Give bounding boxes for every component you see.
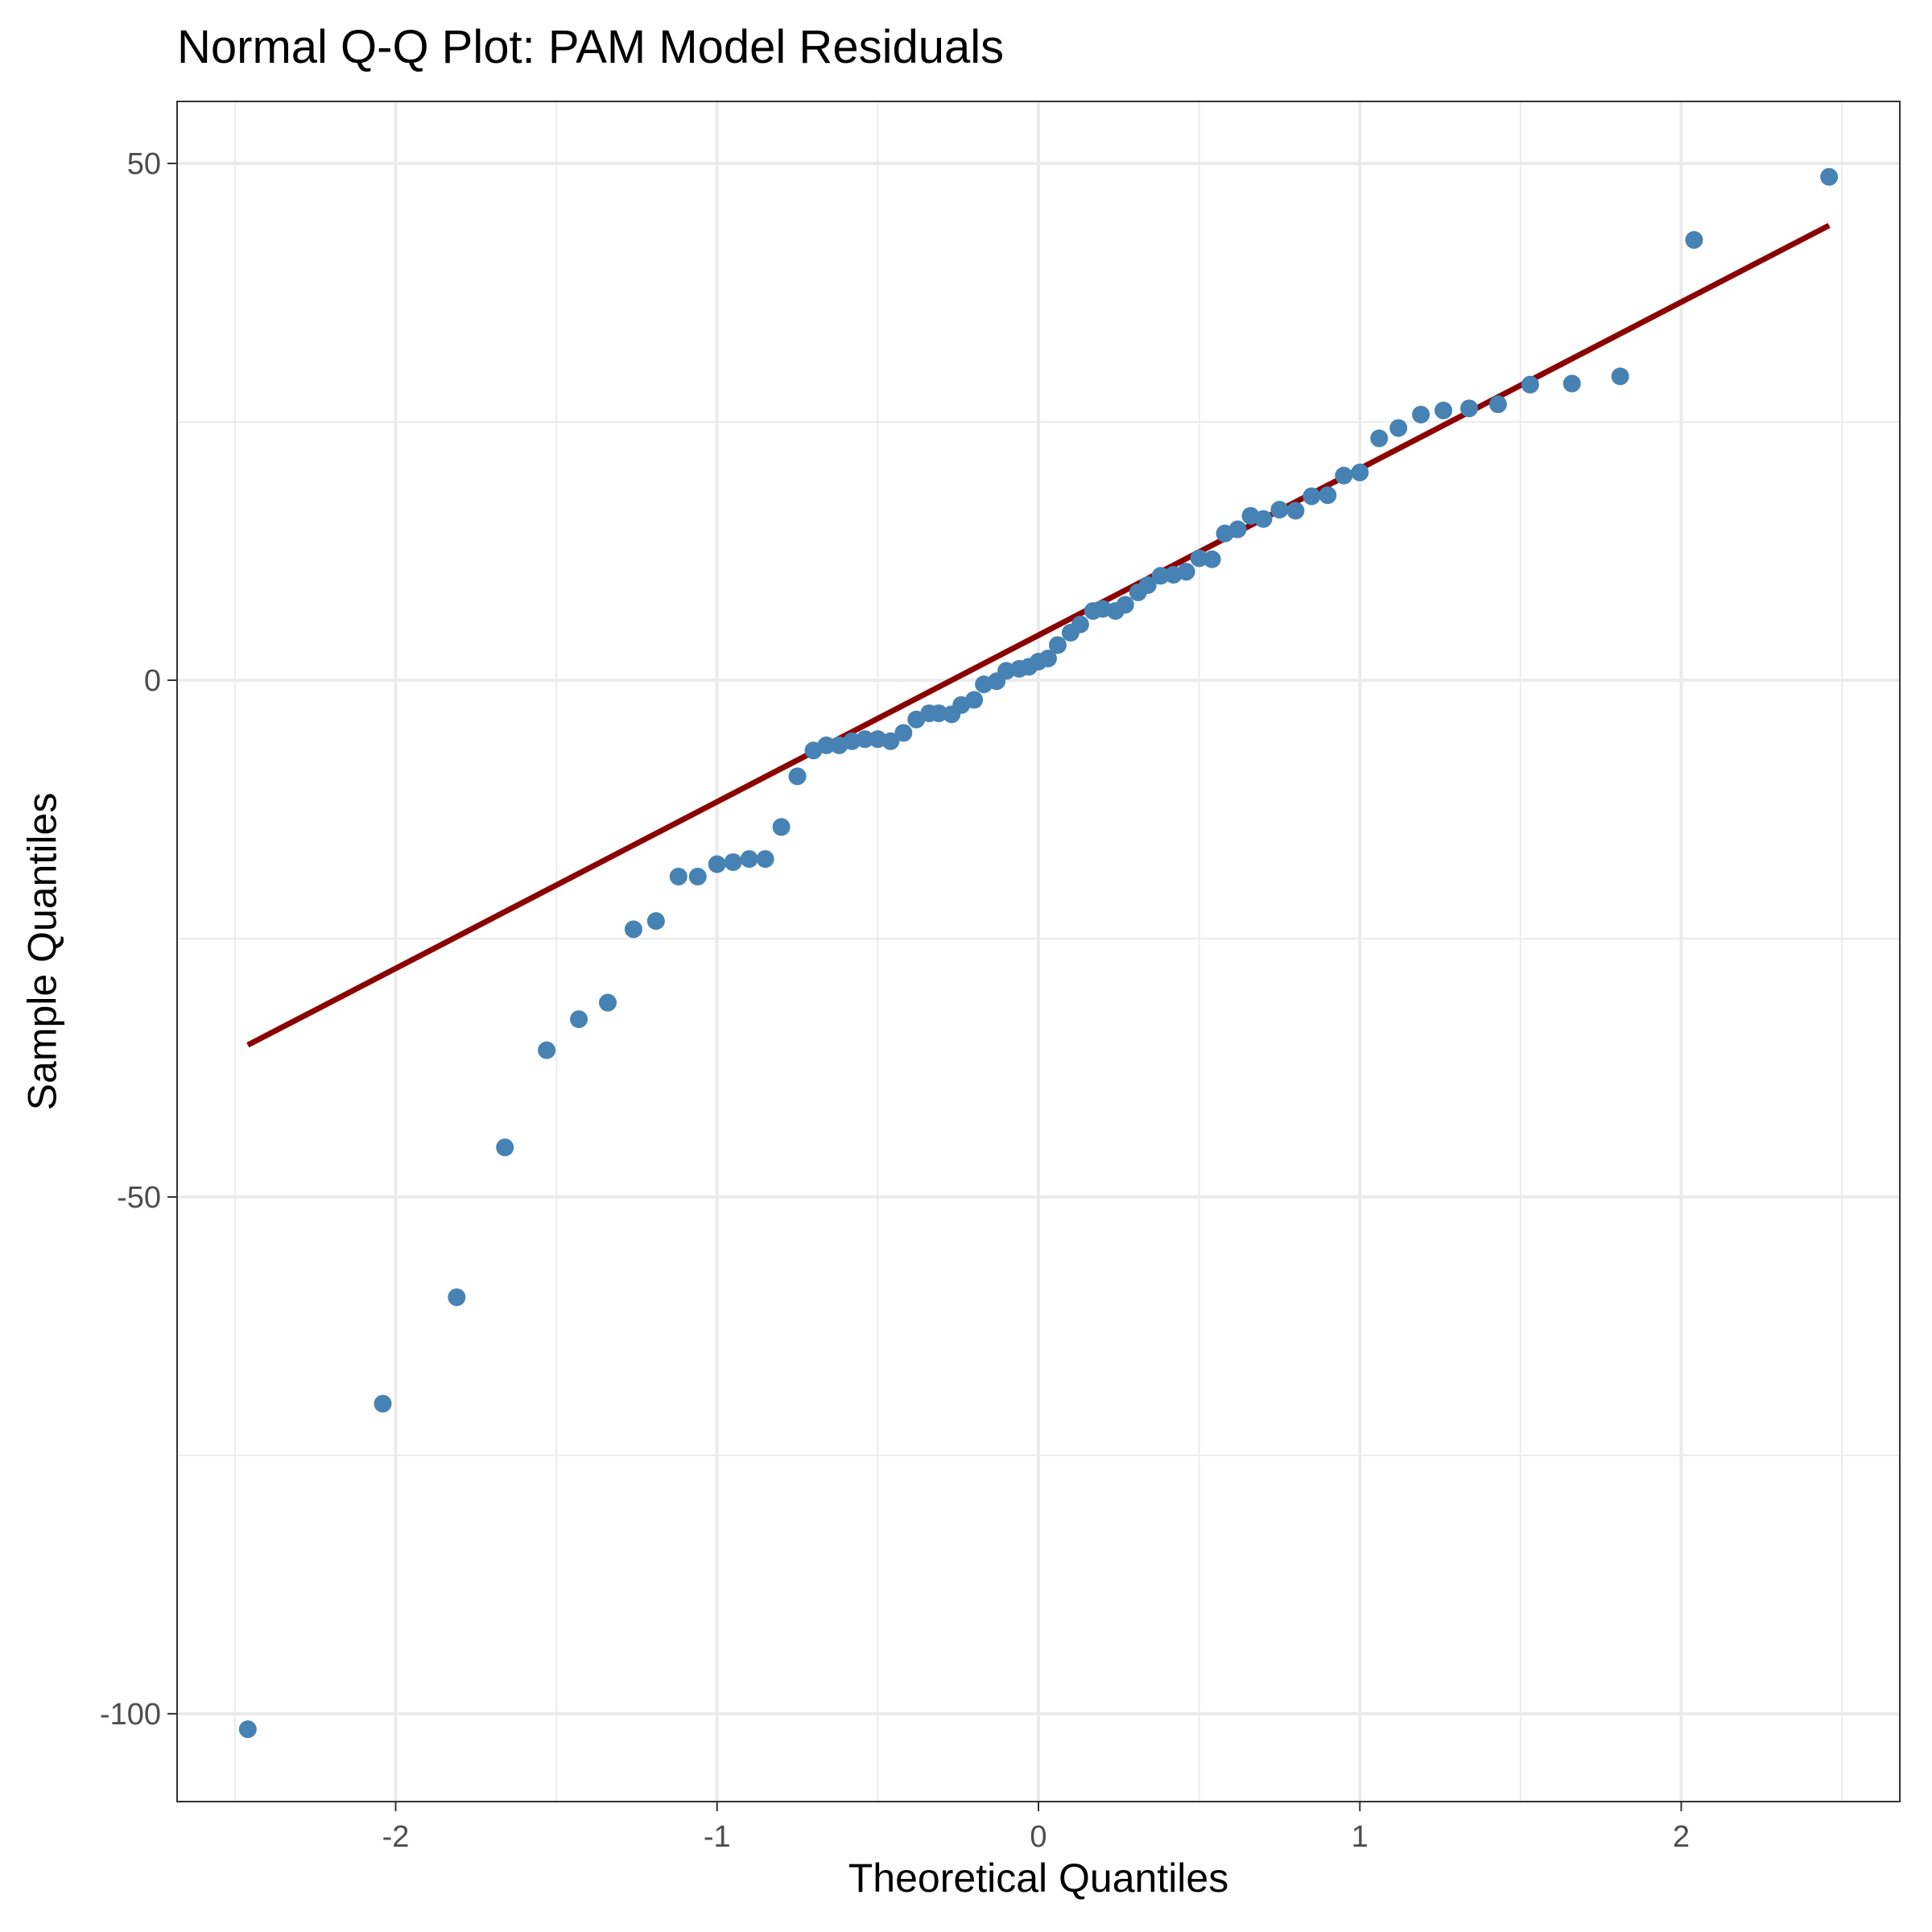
data-point <box>1138 576 1157 594</box>
data-point <box>1488 395 1507 414</box>
data-point <box>1048 636 1067 654</box>
data-point <box>740 850 758 869</box>
data-point <box>688 867 707 886</box>
reference-line-group <box>246 222 1831 1048</box>
data-point <box>772 818 791 836</box>
data-point <box>930 704 948 723</box>
x-tick-label: 2 <box>1673 1820 1690 1854</box>
data-point <box>1370 429 1389 448</box>
data-point <box>538 1041 556 1059</box>
reference-line <box>246 222 1831 1048</box>
data-point <box>669 867 687 886</box>
data-point <box>1351 463 1369 481</box>
data-point <box>1435 401 1453 419</box>
data-point <box>881 732 900 750</box>
data-point <box>646 912 665 931</box>
x-tick-label: 0 <box>1030 1820 1046 1854</box>
x-tick-label: -2 <box>382 1820 410 1854</box>
data-point <box>1151 567 1170 585</box>
data-point <box>1270 501 1289 519</box>
data-point <box>599 993 617 1012</box>
data-point <box>496 1138 514 1157</box>
data-point <box>1319 486 1337 505</box>
y-tick-label: -100 <box>100 1698 161 1732</box>
x-tick-label: 1 <box>1352 1820 1368 1854</box>
x-axis-title: Theoretical Quantiles <box>848 1856 1228 1901</box>
data-point <box>238 1720 257 1739</box>
y-tick-label: -50 <box>117 1181 161 1215</box>
data-point <box>1685 231 1703 250</box>
data-point <box>1038 650 1057 668</box>
data-point <box>374 1394 392 1413</box>
axes: -2 -1 0 1 2 -100 -50 0 50 <box>100 147 1690 1854</box>
plot-grid <box>177 101 1900 1802</box>
data-point <box>1203 550 1221 568</box>
y-tick-label: 50 <box>127 147 161 181</box>
data-point <box>1254 510 1273 528</box>
data-point <box>1335 466 1353 485</box>
data-points <box>238 167 1839 1739</box>
data-point <box>1116 596 1134 614</box>
data-point <box>708 855 726 873</box>
data-point <box>1177 563 1195 581</box>
data-point <box>817 736 836 754</box>
y-axis-title: Sample Quantiles <box>20 793 65 1111</box>
data-point <box>1412 406 1430 424</box>
data-point <box>894 724 913 742</box>
data-point <box>1228 520 1247 539</box>
data-point <box>1389 419 1408 437</box>
data-point <box>570 1010 588 1029</box>
data-point <box>1071 615 1089 634</box>
data-point <box>1190 549 1208 568</box>
data-point <box>756 850 774 869</box>
data-point <box>1611 367 1629 386</box>
data-point <box>724 852 742 871</box>
data-point <box>965 691 984 709</box>
data-point <box>624 920 642 939</box>
chart-title: Normal Q-Q Plot: PAM Model Residuals <box>177 21 1004 73</box>
data-point <box>1302 487 1321 506</box>
y-tick-label: 0 <box>144 664 161 698</box>
data-point <box>856 730 874 749</box>
data-point <box>788 767 807 786</box>
data-point <box>448 1288 466 1307</box>
data-point <box>1286 502 1305 520</box>
data-point <box>1460 399 1478 418</box>
x-tick-label: -1 <box>704 1820 731 1854</box>
data-point <box>1521 375 1539 394</box>
data-point <box>1820 167 1839 186</box>
data-point <box>1563 374 1581 393</box>
